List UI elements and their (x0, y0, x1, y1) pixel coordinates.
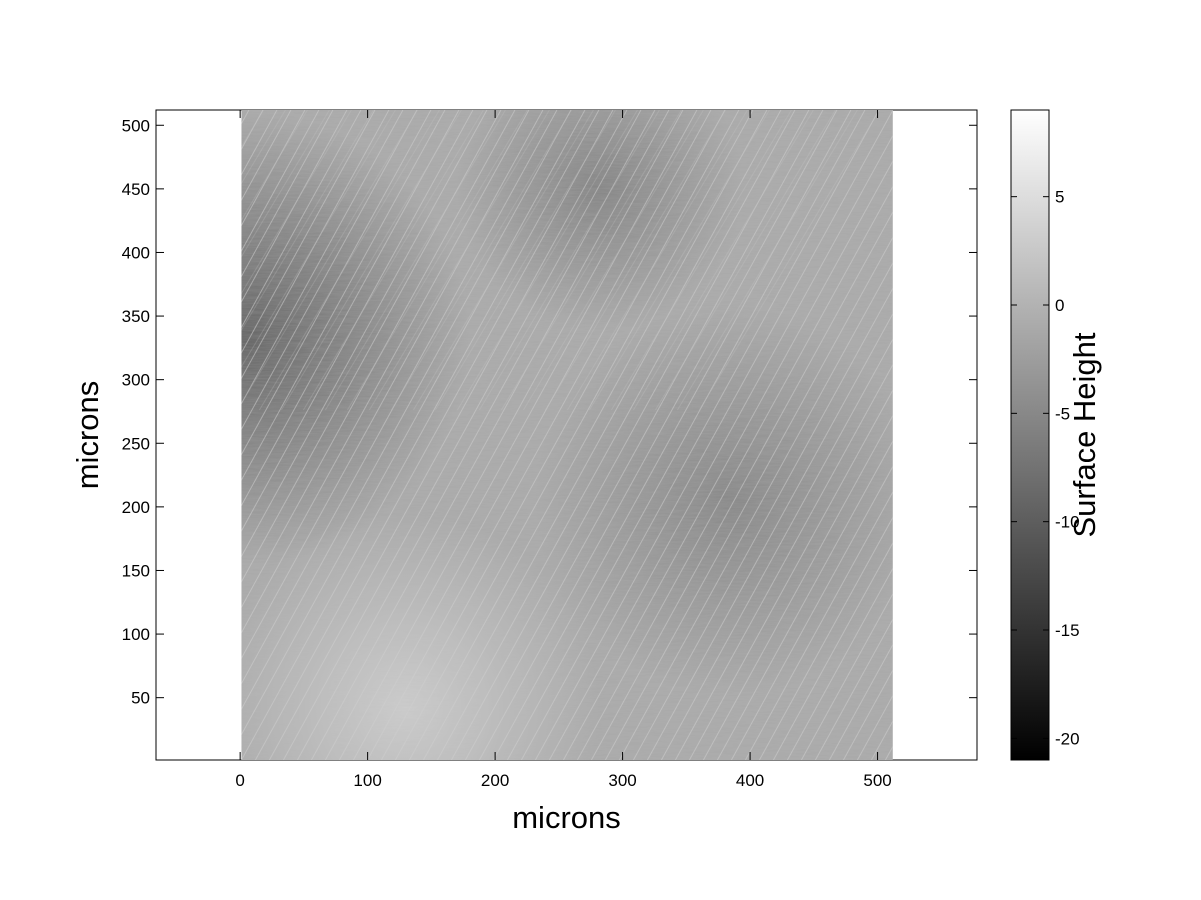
surface-height-image (241, 110, 893, 760)
colorbar-axis: -20 -15 -10 -5 0 5 (1011, 188, 1080, 748)
y-tick-label: 300 (122, 371, 150, 390)
y-tick-label: 50 (131, 689, 150, 708)
colorbar-tick-label: -5 (1055, 404, 1070, 423)
colorbar-tick-label: 0 (1055, 296, 1064, 315)
x-tick-label: 200 (481, 771, 509, 790)
y-tick-label: 200 (122, 498, 150, 517)
y-tick-label: 100 (122, 625, 150, 644)
x-axis: 0 100 200 300 400 500 (235, 110, 892, 790)
colorbar-tick-label: -20 (1055, 729, 1080, 748)
colorbar-tick-label: 5 (1055, 188, 1064, 207)
y-tick-label: 250 (122, 434, 150, 453)
colorbar-tick-label: -15 (1055, 621, 1080, 640)
x-tick-label: 0 (235, 771, 244, 790)
y-tick-label: 450 (122, 180, 150, 199)
y-tick-label: 400 (122, 243, 150, 262)
x-tick-label: 100 (353, 771, 381, 790)
x-tick-label: 300 (608, 771, 636, 790)
y-tick-label: 500 (122, 116, 150, 135)
x-tick-label: 500 (863, 771, 891, 790)
x-axis-label: microns (512, 800, 621, 835)
colorbar-tick-label: -10 (1055, 513, 1080, 532)
colorbar-label: Surface Height (1067, 332, 1102, 537)
y-axis-label: microns (70, 381, 105, 490)
y-axis: 50 100 150 200 250 300 350 400 450 500 (122, 116, 977, 708)
y-tick-label: 150 (122, 561, 150, 580)
colorbar (1010, 109, 1050, 761)
y-tick-label: 350 (122, 307, 150, 326)
x-tick-label: 400 (736, 771, 764, 790)
